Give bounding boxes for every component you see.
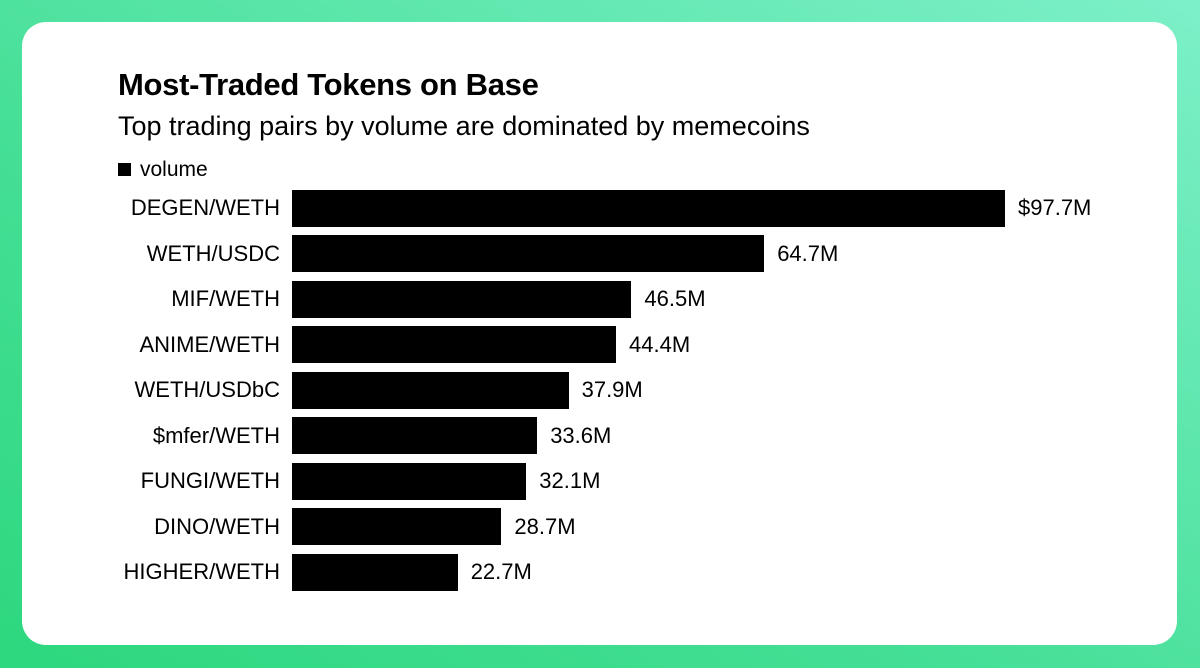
category-label: WETH/USDbC — [134, 377, 280, 403]
volume-bar — [292, 189, 1005, 227]
value-label: 64.7M — [777, 240, 839, 266]
legend-swatch-icon — [118, 163, 131, 177]
value-label: 44.4M — [629, 331, 691, 357]
chart-row: DEGEN/WETH $97.7M — [118, 189, 1137, 227]
value-label: 28.7M — [514, 513, 576, 539]
chart-title: Most-Traded Tokens on Base — [118, 67, 539, 102]
chart-subtitle: Top trading pairs by volume are dominate… — [118, 111, 810, 142]
chart-legend: volume — [118, 158, 1137, 182]
chart-row: FUNGI/WETH 32.1M — [118, 462, 1137, 500]
value-label: 33.6M — [550, 422, 612, 448]
chart-row: DINO/WETH 28.7M — [118, 508, 1137, 546]
category-label: WETH/USDC — [146, 240, 280, 266]
value-label: $97.7M — [1018, 195, 1092, 221]
volume-bar — [292, 553, 458, 591]
value-label: 37.9M — [581, 377, 643, 403]
volume-bar — [292, 235, 765, 273]
volume-bar — [292, 326, 616, 364]
chart-row: $mfer/WETH 33.6M — [118, 417, 1137, 455]
category-label: DEGEN/WETH — [130, 195, 280, 221]
chart-row: HIGHER/WETH 22.7M — [118, 553, 1137, 591]
volume-bar — [292, 280, 632, 318]
category-label: MIF/WETH — [171, 286, 280, 312]
chart-row: WETH/USDbC 37.9M — [118, 371, 1137, 409]
category-label: ANIME/WETH — [139, 331, 280, 357]
volume-bar — [292, 508, 502, 546]
category-label: FUNGI/WETH — [140, 468, 280, 494]
bar-chart: DEGEN/WETH $97.7M WETH/USDC 64.7M MIF/WETH 46… — [118, 189, 1137, 591]
value-label: 46.5M — [644, 286, 706, 312]
volume-bar — [292, 462, 527, 500]
value-label: 32.1M — [539, 468, 601, 494]
chart-row: ANIME/WETH 44.4M — [118, 326, 1137, 364]
legend-label: volume — [140, 157, 208, 181]
volume-bar — [292, 371, 569, 409]
category-label: DINO/WETH — [154, 513, 280, 539]
chart-card: Most-Traded Tokens on Base Top trading p… — [22, 22, 1177, 645]
chart-row: WETH/USDC 64.7M — [118, 235, 1137, 273]
volume-bar — [292, 417, 538, 455]
chart-row: MIF/WETH 46.5M — [118, 280, 1137, 318]
category-label: HIGHER/WETH — [123, 559, 280, 585]
value-label: 22.7M — [470, 559, 532, 585]
category-label: $mfer/WETH — [152, 422, 280, 448]
